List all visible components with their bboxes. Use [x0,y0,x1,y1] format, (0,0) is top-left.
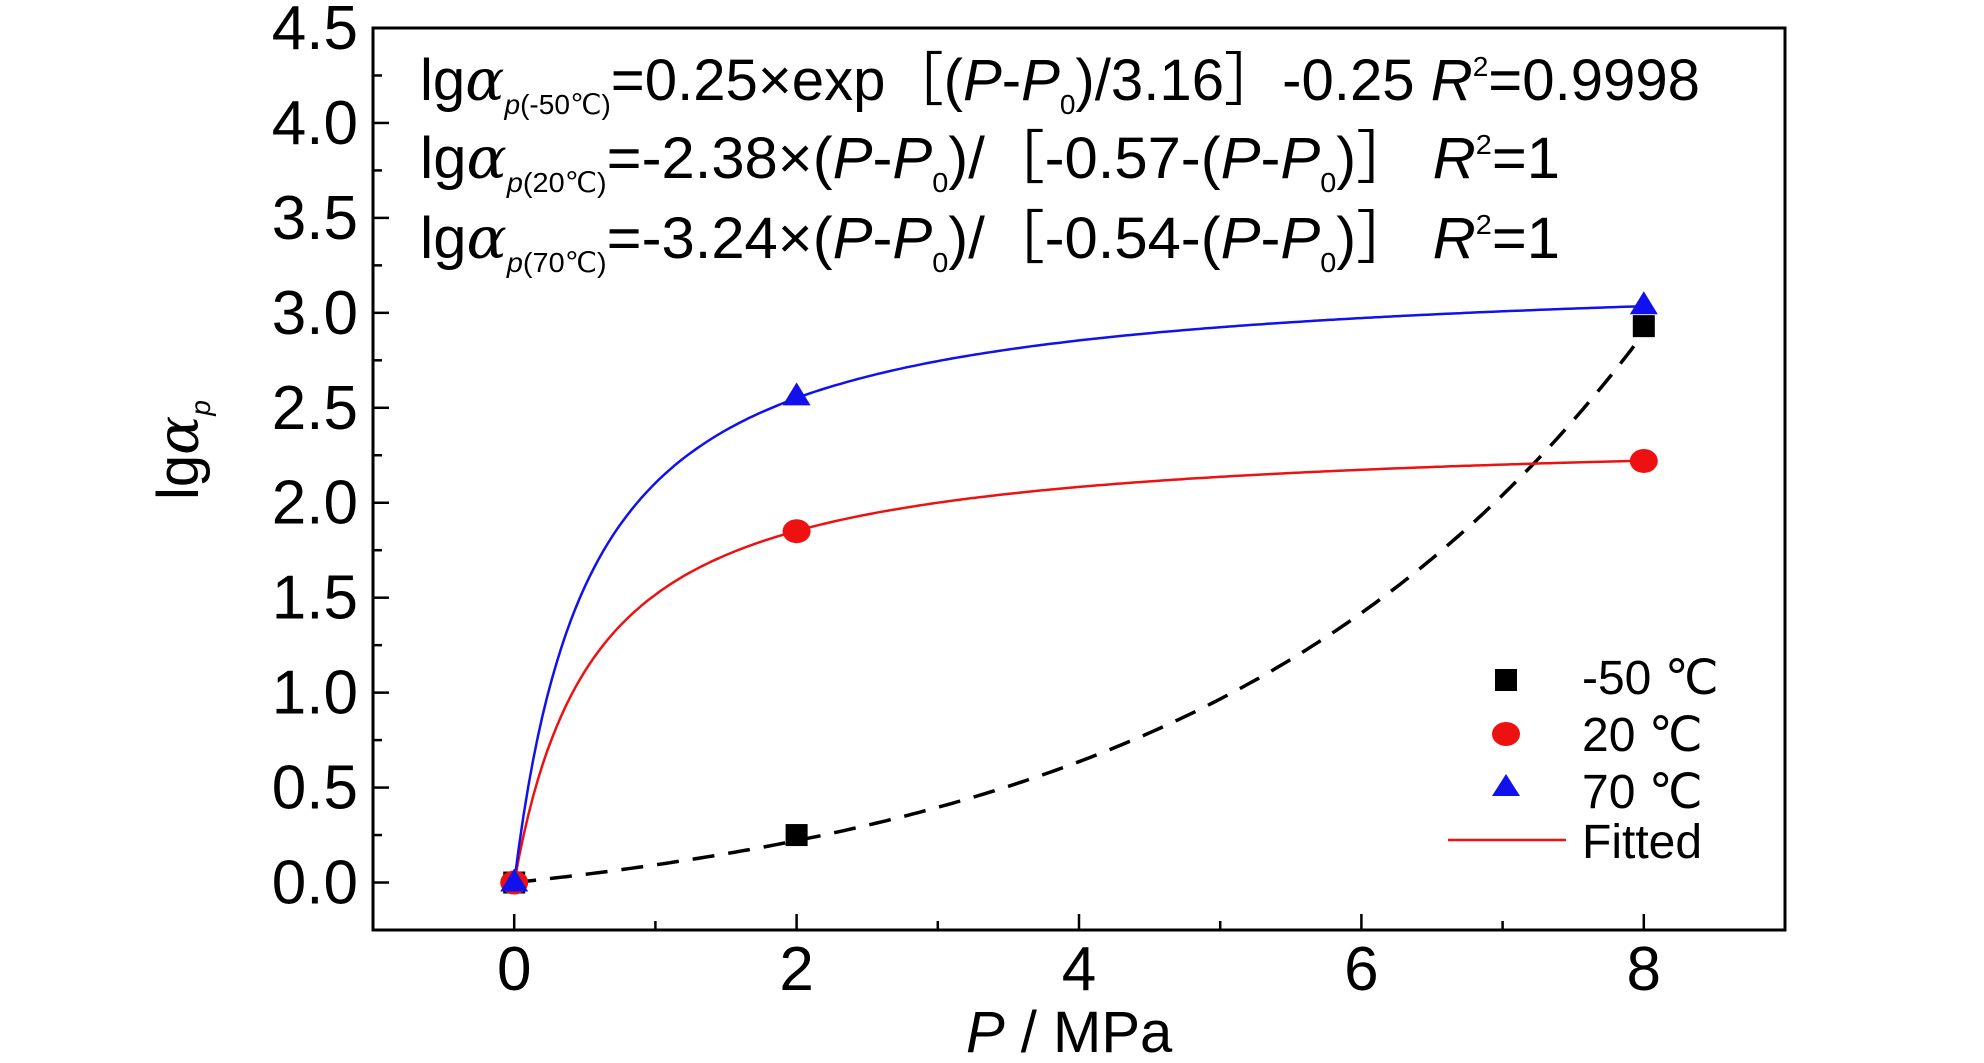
legend-label-minus50: -50 ℃ [1582,652,1719,705]
data-point [785,824,808,847]
data-point [1629,448,1658,473]
fit-line [514,332,1646,885]
equation-20: lgαp(20℃)=-2.38×(P-P0)/［-0.57-(P-P0)］ R2… [420,124,1560,198]
fit-lines [512,304,1646,885]
data-point [782,382,811,406]
data-point [1629,291,1658,315]
y-tick-label: 0.5 [272,754,358,823]
data-point [500,868,529,892]
equation-70: lgαp(70℃)=-3.24×(P-P0)/［-0.54-(P-P0)］ R2… [420,204,1560,278]
y-tick-label: 3.0 [272,279,358,348]
x-axis-title: P / MPa [966,1000,1173,1063]
equation-minus50: lgαp(-50℃)=0.25×exp［(P-P0)/3.16］-0.25 R2… [420,46,1700,120]
y-tick-label: 4.5 [272,0,358,63]
y-tick-label: 4.0 [272,89,358,158]
x-tick-label: 4 [1062,935,1096,1004]
legend-label-20: 20 ℃ [1582,709,1703,762]
fit-line [512,304,1644,883]
legend-marker-minus50 [1495,669,1517,691]
legend: -50 ℃ 20 ℃ 70 ℃ Fitted [1448,652,1719,869]
x-tick-label: 6 [1344,935,1378,1004]
fit-line [512,459,1644,883]
data-point [1632,315,1655,338]
x-tick-label: 2 [779,935,813,1004]
x-tick-label: 0 [497,935,531,1004]
data-markers [500,291,1658,895]
y-tick-label: 1.5 [272,564,358,633]
y-tick-label: 2.0 [272,469,358,538]
y-tick-label: 3.5 [272,184,358,253]
x-ticks: 0 2 4 6 8 [371,914,1787,1004]
fit-equations: lgαp(-50℃)=0.25×exp［(P-P0)/3.16］-0.25 R2… [420,46,1700,278]
data-point [782,519,811,544]
y-ticks: 0.0 0.5 1.0 1.5 2.0 2.5 3.0 3.5 4.0 4.5 [272,0,389,918]
x-tick-label: 8 [1627,935,1661,1004]
legend-label-fitted: Fitted [1582,816,1702,869]
y-tick-label: 2.5 [272,374,358,443]
y-tick-label: 0.0 [272,849,358,918]
legend-marker-20 [1492,722,1520,746]
y-axis-title: lgαp [144,400,216,500]
legend-marker-70 [1492,774,1520,796]
y-tick-label: 1.0 [272,659,358,728]
legend-label-70: 70 ℃ [1582,766,1703,819]
